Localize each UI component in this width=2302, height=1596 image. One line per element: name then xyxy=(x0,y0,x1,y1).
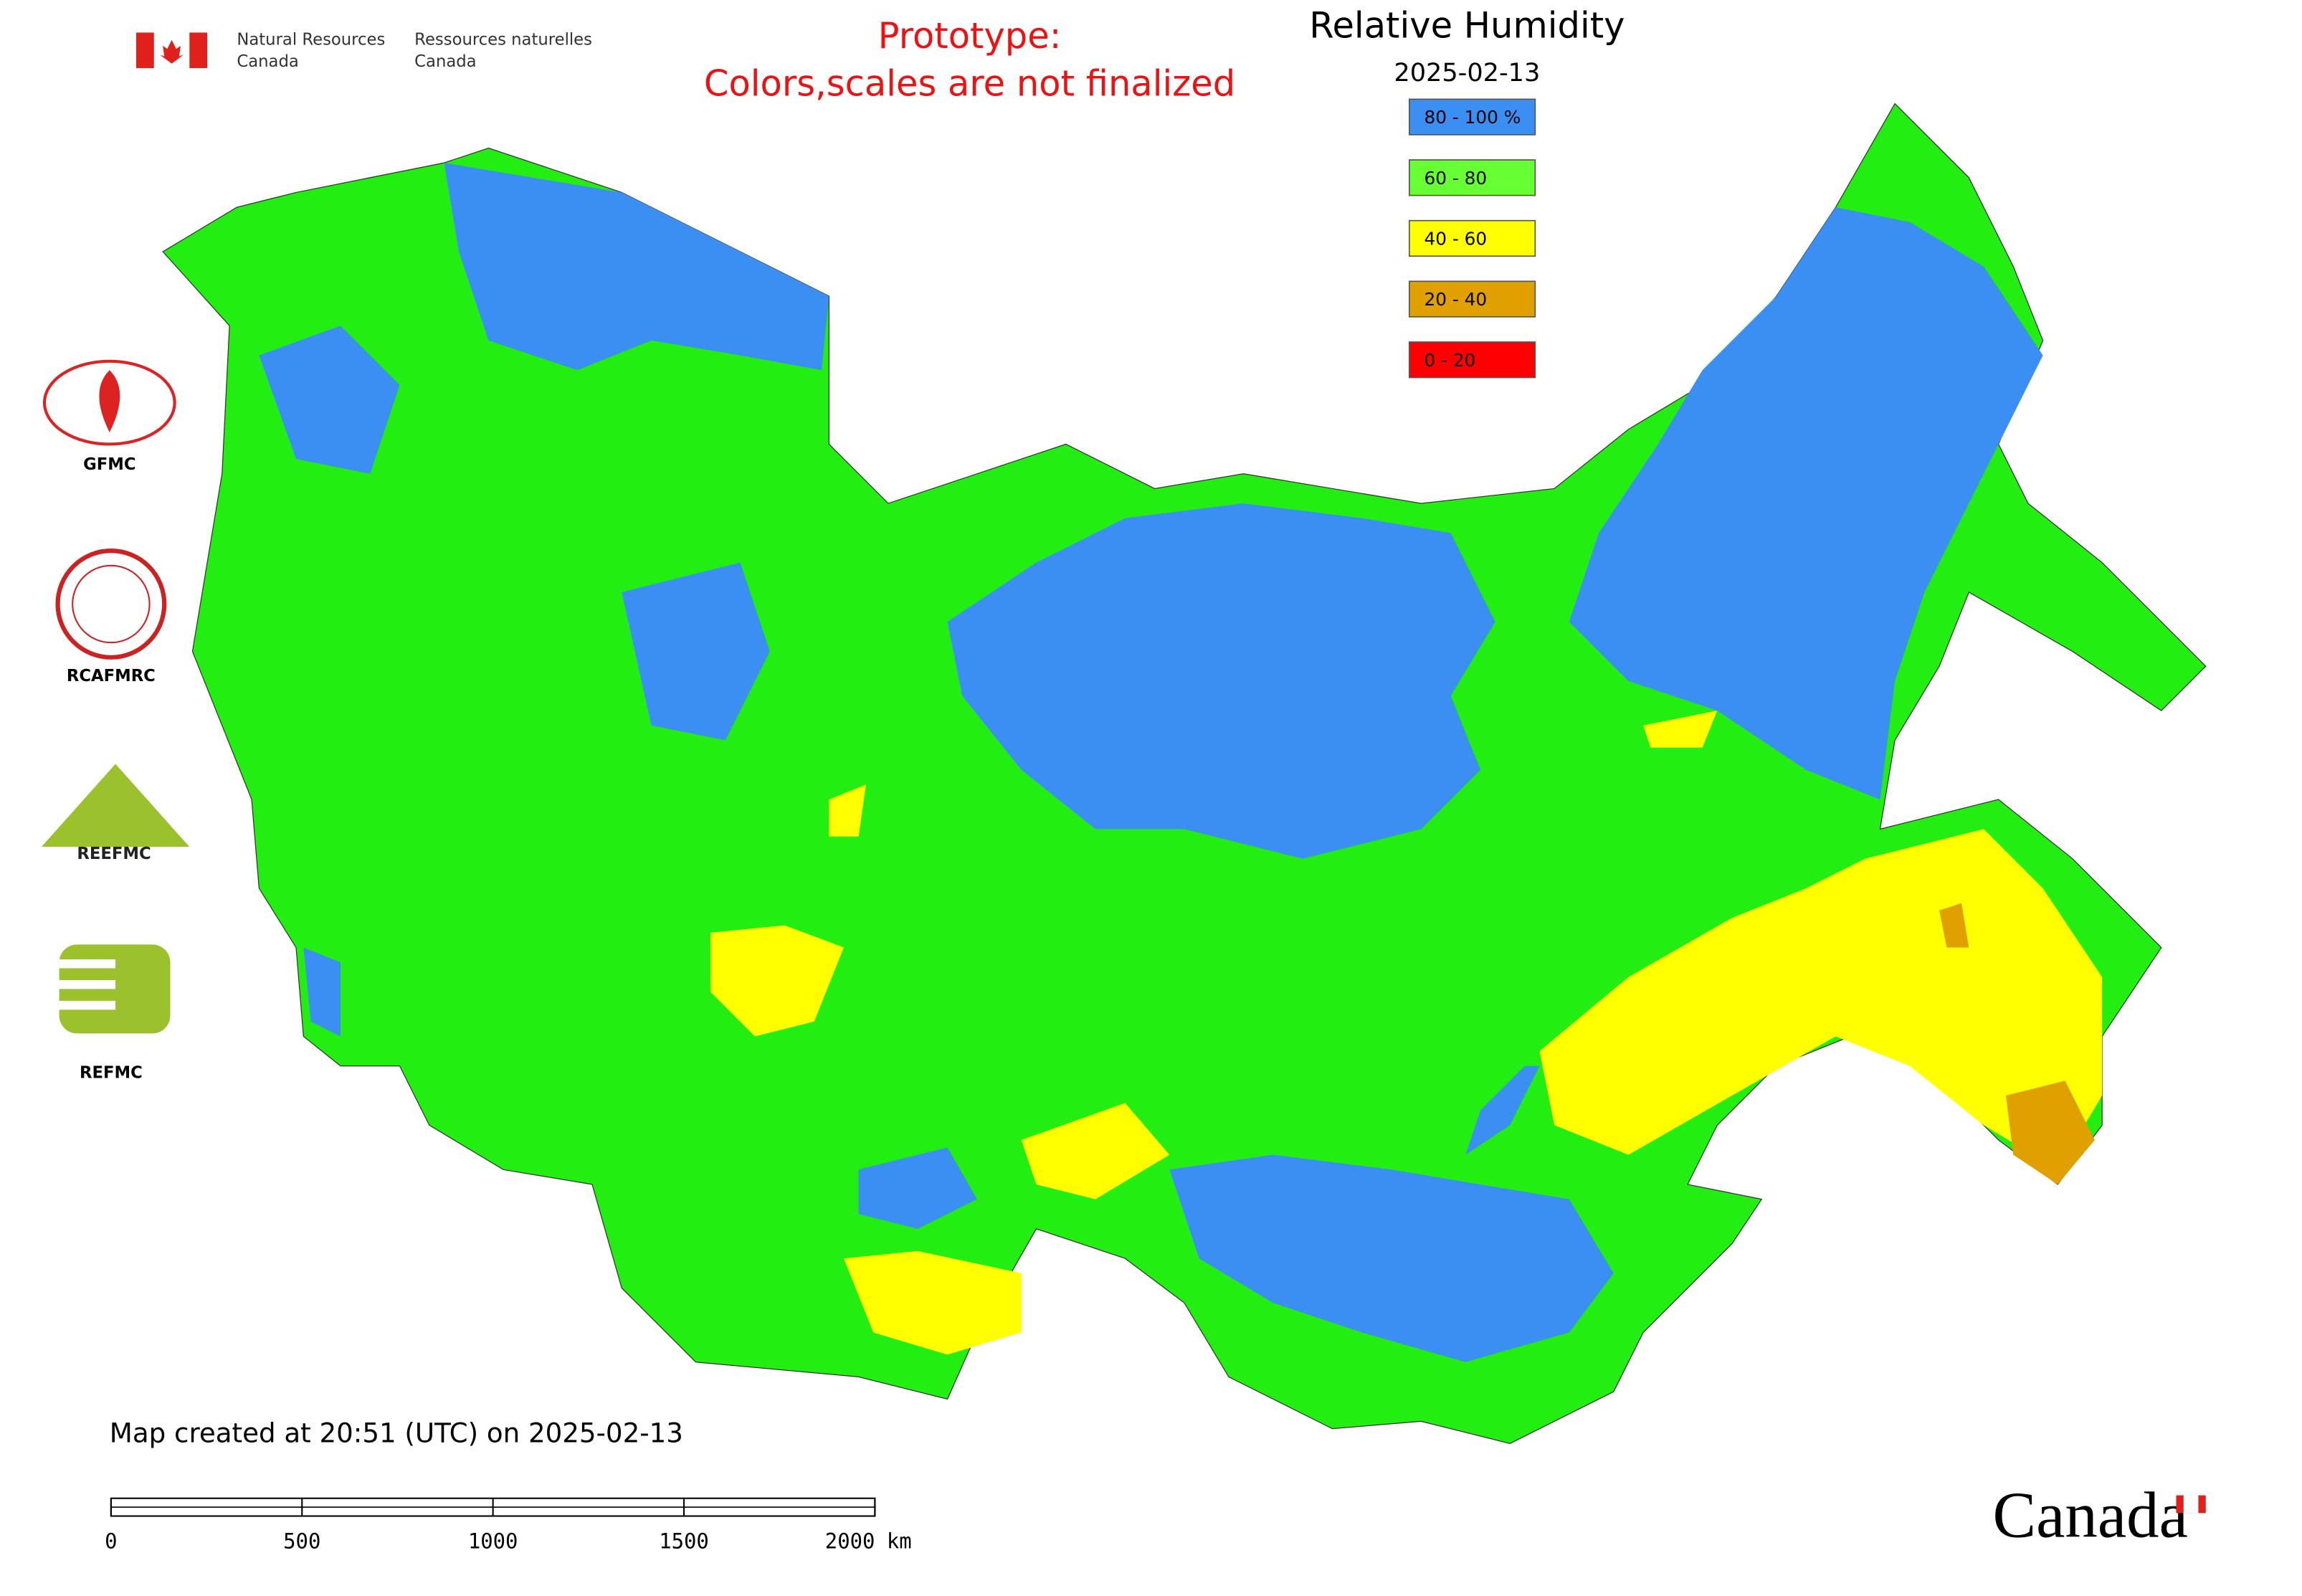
canada-wordmark: Canada xyxy=(1992,1479,2187,1552)
logo-label: REEFMC xyxy=(77,845,151,863)
legend: 80 - 100 % 60 - 80 40 - 60 20 - 40 0 - 20 xyxy=(1409,98,1536,379)
humid-zones xyxy=(259,163,2043,1362)
zone-yellow xyxy=(844,1250,1022,1355)
logo-reefmc xyxy=(38,764,190,862)
zone-yellow xyxy=(1021,1103,1170,1200)
map-title: Relative Humidity xyxy=(1309,5,1625,47)
created-note: Map created at 20:51 (UTC) on 2025-02-13 xyxy=(110,1417,683,1448)
scale-label: 0 xyxy=(105,1529,117,1554)
scale-label: 2000 xyxy=(825,1529,875,1554)
zone-blue xyxy=(858,1147,977,1229)
logo-gfmc xyxy=(42,359,176,446)
zone-blue xyxy=(444,163,829,371)
agency-en: Canada xyxy=(237,52,298,71)
legend-swatch xyxy=(1409,219,1536,257)
logo-label: REFMC xyxy=(80,1064,143,1083)
canada-flag xyxy=(135,32,208,68)
wordmark-flag xyxy=(2176,1495,2206,1514)
legend-label: 80 - 100 % xyxy=(1424,107,1521,128)
logo-rcafmrc xyxy=(55,548,167,660)
zone-yellow xyxy=(829,784,866,837)
zone-orange xyxy=(1939,903,1969,948)
zone-blue xyxy=(947,503,1495,859)
scale-bar: 0 500 1000 1500 2000 km xyxy=(105,1497,912,1554)
zone-blue xyxy=(622,562,770,741)
scale-label: 1500 xyxy=(659,1529,709,1554)
zone-yellow xyxy=(1643,711,1718,748)
agency-fr: Canada xyxy=(414,52,476,71)
notice: Prototype: xyxy=(878,15,1062,57)
lake xyxy=(1465,1065,1540,1155)
logo-label: GFMC xyxy=(83,455,135,474)
map-area xyxy=(162,103,2207,1444)
scale-label: 1000 xyxy=(468,1529,518,1554)
zone-blue xyxy=(303,947,341,1037)
legend-swatch xyxy=(1409,341,1536,379)
zone-blue xyxy=(259,326,400,474)
legend-label: 0 - 20 xyxy=(1424,350,1475,371)
notice: Colors,scales are not finalized xyxy=(704,62,1235,104)
agency-en: Natural Resources xyxy=(237,30,385,49)
agency-fr: Ressources naturelles xyxy=(414,30,592,49)
zone-blue xyxy=(1169,1154,1614,1362)
logo-label: RCAFMRC xyxy=(67,667,156,685)
scale-label: 500 xyxy=(283,1529,320,1554)
zone-orange xyxy=(2006,1080,2095,1184)
legend-label: 20 - 40 xyxy=(1424,289,1487,310)
scale-unit: km xyxy=(887,1529,912,1554)
legend-label: 60 - 80 xyxy=(1424,168,1487,189)
legend-swatch xyxy=(1409,159,1536,196)
legend-swatch xyxy=(1409,280,1536,318)
map-date: 2025-02-13 xyxy=(1394,58,1540,87)
logo-refmc xyxy=(59,944,171,1034)
legend-swatch xyxy=(1409,98,1536,136)
legend-label: 40 - 60 xyxy=(1424,229,1487,250)
zone-yellow xyxy=(710,925,845,1037)
zone-blue xyxy=(1569,207,2043,800)
